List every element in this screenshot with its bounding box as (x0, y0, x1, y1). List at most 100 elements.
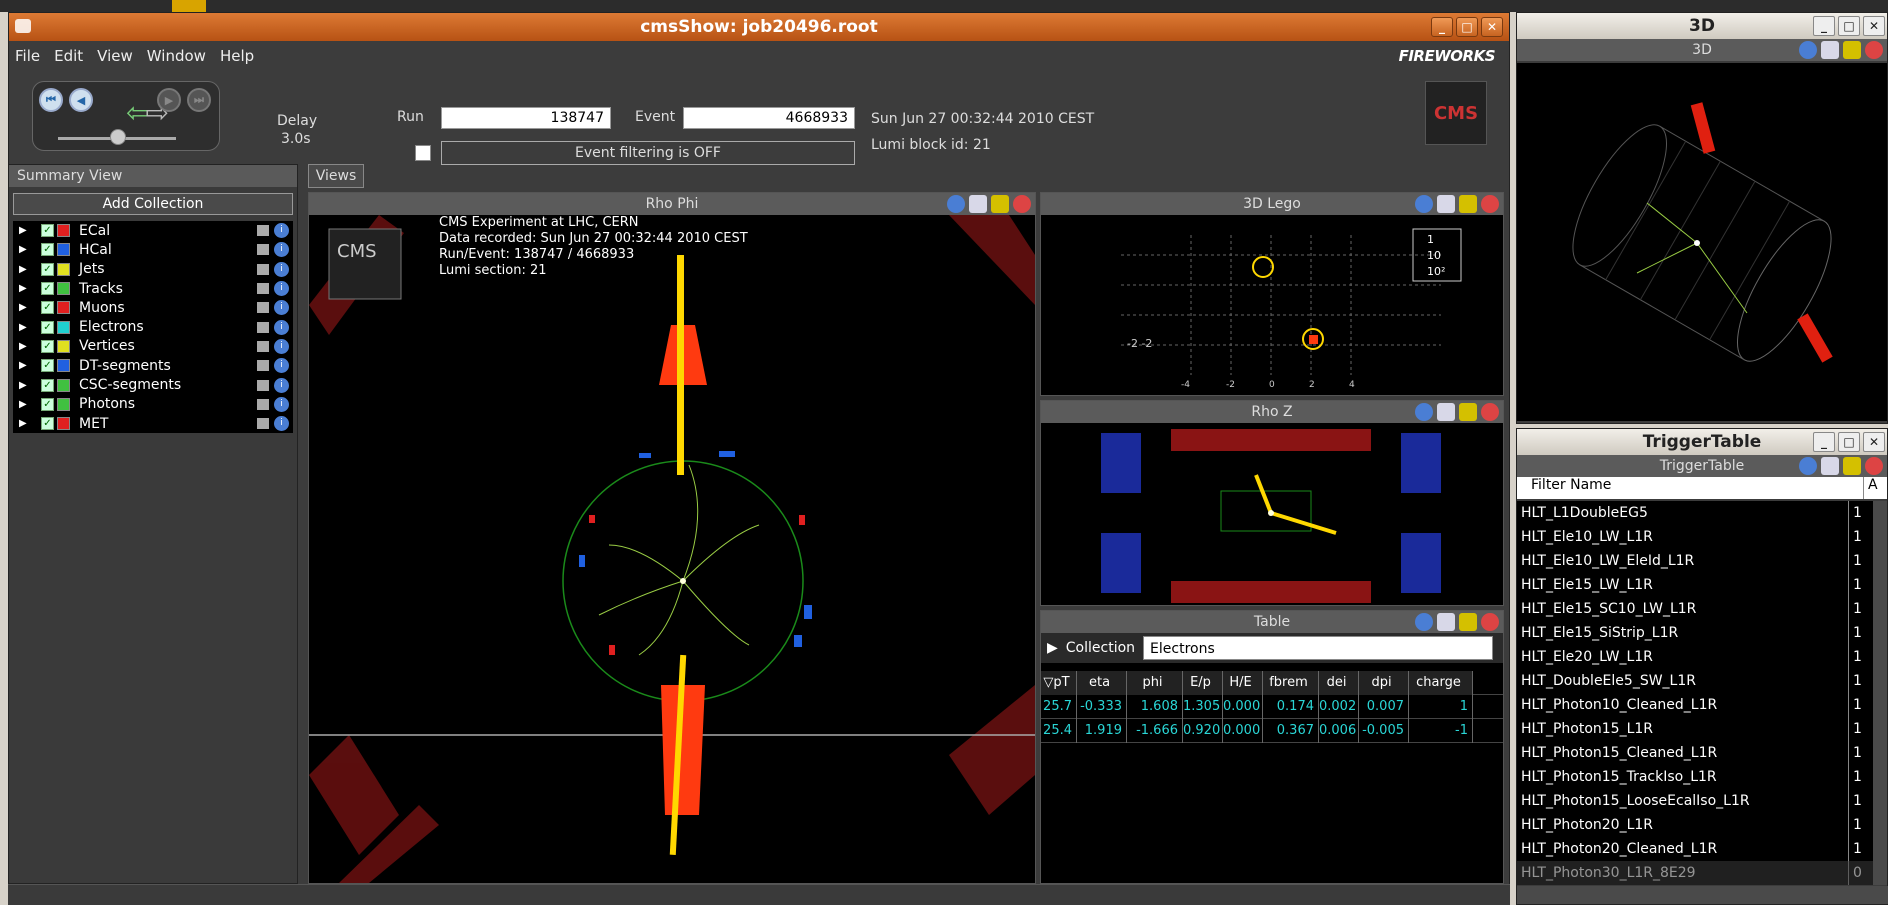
column-header[interactable]: dpi (1359, 670, 1409, 695)
trigger-titlebar[interactable]: TriggerTable _ □ ✕ (1517, 429, 1887, 455)
filter-icon[interactable] (257, 283, 269, 295)
info-icon[interactable]: i (274, 416, 289, 432)
save-image-icon[interactable] (1821, 41, 1839, 59)
collection-item-electrons[interactable]: ▶ ✓ Electrons i (13, 317, 293, 337)
visibility-checkbox[interactable]: ✓ (41, 417, 54, 431)
close-view-icon[interactable] (1013, 195, 1031, 213)
info-icon[interactable]: i (274, 377, 289, 393)
info-icon[interactable] (1415, 403, 1433, 421)
column-header[interactable]: dei (1319, 670, 1359, 695)
expand-icon[interactable] (1459, 403, 1477, 421)
column-header[interactable]: H/E (1223, 670, 1263, 695)
info-icon[interactable]: i (274, 396, 289, 412)
visibility-checkbox[interactable]: ✓ (41, 282, 54, 296)
window-menu-icon[interactable] (15, 19, 31, 33)
close-view-icon[interactable] (1865, 457, 1883, 475)
close-view-icon[interactable] (1481, 403, 1499, 421)
expand-arrow-icon[interactable]: ▶ (19, 263, 27, 275)
collection-item-tracks[interactable]: ▶ ✓ Tracks i (13, 278, 293, 299)
trigger-h-scrollbar[interactable] (1517, 886, 1888, 904)
expand-icon[interactable] (991, 195, 1009, 213)
trigger-row[interactable]: HLT_Ele20_LW_L1R 1 (1517, 644, 1873, 669)
save-image-icon[interactable] (1437, 195, 1455, 213)
color-swatch[interactable] (57, 301, 70, 315)
menu-window[interactable]: Window (146, 47, 206, 65)
color-swatch[interactable] (57, 397, 70, 411)
visibility-checkbox[interactable]: ✓ (41, 339, 54, 353)
collection-item-csc-segments[interactable]: ▶ ✓ CSC-segments i (13, 375, 293, 395)
expand-arrow-icon[interactable]: ▶ (19, 225, 27, 237)
filter-icon[interactable] (257, 263, 269, 275)
info-icon[interactable]: i (274, 358, 289, 374)
color-swatch[interactable] (57, 339, 70, 353)
filter-icon[interactable] (257, 379, 269, 391)
expand-arrow-icon[interactable]: ▶ (19, 302, 27, 314)
expand-collection-icon[interactable]: ▶ (1047, 640, 1058, 656)
filter-icon[interactable] (257, 302, 269, 314)
filter-name-header[interactable]: Filter Name (1531, 477, 1612, 493)
column-header[interactable]: E/p (1183, 670, 1223, 695)
minimize-button[interactable]: _ (1813, 16, 1835, 36)
play-forward-icon[interactable]: ▶ (157, 88, 181, 112)
visibility-checkbox[interactable]: ✓ (41, 224, 54, 238)
info-icon[interactable]: i (274, 319, 289, 335)
trigger-row[interactable]: HLT_Ele15_SiStrip_L1R 1 (1517, 620, 1873, 645)
filter-icon[interactable] (257, 418, 269, 430)
trigger-row[interactable]: HLT_Photon15_LooseEcalIso_L1R 1 (1517, 788, 1873, 813)
table-row[interactable]: 25.4 1.919 -1.666 0.920 0.000 0.367 0.006 -0.00… (1041, 718, 1503, 743)
expand-arrow-icon[interactable]: ▶ (19, 283, 27, 295)
add-collection-button[interactable]: Add Collection (13, 193, 293, 215)
visibility-checkbox[interactable]: ✓ (41, 320, 54, 334)
minimize-button[interactable]: _ (1431, 17, 1453, 37)
color-swatch[interactable] (57, 359, 70, 373)
filter-icon[interactable] (257, 244, 269, 256)
menu-help[interactable]: Help (219, 47, 255, 65)
rho-z-view[interactable]: Rho Z (1040, 400, 1504, 606)
trigger-row[interactable]: HLT_Photon15_L1R 1 (1517, 716, 1873, 741)
column-header[interactable]: eta (1077, 670, 1127, 695)
last-event-icon[interactable]: ⏭ (187, 88, 211, 112)
column-header[interactable]: fbrem (1263, 670, 1319, 695)
menu-edit[interactable]: Edit (54, 47, 84, 65)
maximize-button[interactable]: □ (1838, 16, 1860, 36)
accept-column-header[interactable]: A (1863, 477, 1887, 499)
expand-arrow-icon[interactable]: ▶ (19, 340, 27, 352)
color-swatch[interactable] (57, 282, 70, 296)
close-button[interactable]: ✕ (1481, 17, 1503, 37)
trigger-row[interactable]: HLT_Photon15_TrackIso_L1R 1 (1517, 764, 1873, 789)
expand-arrow-icon[interactable]: ▶ (19, 244, 27, 256)
save-image-icon[interactable] (1437, 613, 1455, 631)
trigger-row[interactable]: HLT_DoubleEle5_SW_L1R 1 (1517, 668, 1873, 693)
info-icon[interactable] (1799, 41, 1817, 59)
expand-arrow-icon[interactable]: ▶ (19, 360, 27, 372)
color-swatch[interactable] (57, 417, 70, 431)
table-view[interactable]: Table ▶ Collection Electrons ▽pT eta phi E/… (1040, 610, 1504, 884)
visibility-checkbox[interactable]: ✓ (41, 359, 54, 373)
play-backward-icon[interactable]: ◀ (69, 88, 93, 112)
delay-slider-knob[interactable] (110, 129, 126, 145)
main-titlebar[interactable]: cmsShow: job20496.root _ □ ✕ (9, 13, 1509, 41)
collection-item-jets[interactable]: ▶ ✓ Jets i (13, 259, 293, 279)
filter-checkbox[interactable] (415, 145, 431, 161)
trigger-scrollbar[interactable] (1873, 501, 1887, 885)
expand-icon[interactable] (1843, 457, 1861, 475)
color-swatch[interactable] (57, 378, 70, 392)
close-view-icon[interactable] (1865, 41, 1883, 59)
filter-icon[interactable] (257, 360, 269, 372)
close-button[interactable]: ✕ (1863, 16, 1885, 36)
event-input[interactable]: 4668933 (683, 107, 855, 129)
column-header[interactable]: phi (1127, 670, 1183, 695)
trigger-row[interactable]: HLT_L1DoubleEG5 1 (1517, 501, 1873, 525)
filter-icon[interactable] (257, 225, 269, 237)
column-header[interactable]: ▽pT (1041, 670, 1077, 695)
expand-icon[interactable] (1459, 195, 1477, 213)
minimize-button[interactable]: _ (1813, 432, 1835, 452)
color-swatch[interactable] (57, 320, 70, 334)
expand-arrow-icon[interactable]: ▶ (19, 321, 27, 333)
event-filter-button[interactable]: Event filtering is OFF (441, 141, 855, 165)
visibility-checkbox[interactable]: ✓ (41, 262, 54, 276)
filter-icon[interactable] (257, 321, 269, 333)
save-image-icon[interactable] (969, 195, 987, 213)
maximize-button[interactable]: □ (1456, 17, 1478, 37)
expand-icon[interactable] (1843, 41, 1861, 59)
